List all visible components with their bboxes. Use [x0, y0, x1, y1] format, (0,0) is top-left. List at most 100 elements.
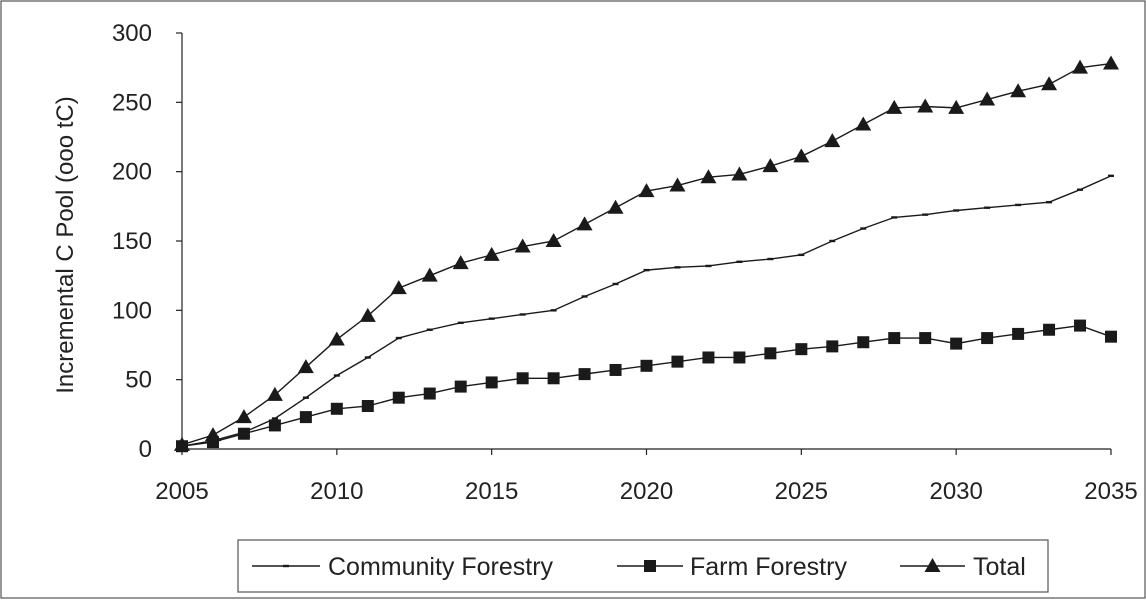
- legend-marker-community-forestry: [283, 564, 289, 568]
- y-tick-label: 200: [112, 159, 152, 186]
- farm-forestry-point: [671, 355, 684, 368]
- total-point: [545, 233, 562, 247]
- farm-forestry-point: [237, 427, 250, 440]
- total-point: [1041, 76, 1058, 91]
- community-forestry-point: [643, 268, 650, 272]
- community-forestry-point: [426, 328, 433, 331]
- farm-forestry-point: [609, 363, 622, 376]
- farm-forestry-point: [454, 380, 467, 393]
- total-point: [793, 148, 810, 163]
- farm-forestry-point: [516, 372, 529, 385]
- y-tick-label: 300: [112, 20, 152, 47]
- total-point: [731, 166, 748, 181]
- total-point: [1072, 59, 1089, 74]
- farm-forestry-point: [733, 351, 746, 364]
- total-point: [576, 216, 593, 231]
- community-forestry-point: [612, 282, 619, 286]
- community-forestry-point: [829, 239, 836, 243]
- farm-forestry-point: [423, 387, 436, 400]
- farm-forestry-point: [857, 336, 870, 349]
- legend-label-total: Total: [973, 553, 1026, 581]
- total-point: [886, 99, 903, 114]
- community-forestry-point: [736, 260, 743, 263]
- community-forestry-point: [767, 257, 774, 261]
- total-point: [359, 307, 376, 322]
- total-point: [1103, 55, 1119, 70]
- community-forestry-point: [395, 336, 402, 340]
- y-tick-label: 150: [112, 228, 152, 255]
- farm-forestry-point: [330, 402, 343, 415]
- community-forestry-point: [705, 264, 712, 268]
- legend-marker-total: [924, 558, 941, 572]
- farm-forestry-point: [578, 368, 591, 381]
- total-point: [638, 183, 655, 198]
- farm-forestry-point: [392, 391, 405, 404]
- community-forestry-point: [271, 417, 278, 420]
- farm-forestry-point: [888, 332, 901, 345]
- farm-forestry-point: [1012, 327, 1025, 340]
- total-point: [979, 91, 996, 106]
- total-point: [483, 246, 500, 261]
- farm-forestry-point: [981, 332, 994, 345]
- x-tick-label: 2020: [620, 478, 673, 505]
- farm-forestry-point: [640, 359, 653, 372]
- total-point: [390, 280, 407, 295]
- total-point: [607, 199, 624, 214]
- total-point: [669, 177, 686, 192]
- farm-forestry-point: [1105, 330, 1117, 343]
- y-axis-title: Incremental C Pool (ooo tC): [52, 96, 79, 393]
- total-point: [235, 409, 252, 424]
- community-forestry-point: [860, 227, 867, 230]
- total-point: [824, 133, 841, 148]
- community-forestry-point: [1015, 203, 1022, 207]
- total-point: [266, 386, 283, 401]
- community-forestry-point: [302, 396, 309, 399]
- total-point: [917, 98, 934, 113]
- farm-forestry-point: [919, 332, 932, 345]
- community-forestry-point: [457, 321, 464, 325]
- community-forestry-point: [581, 295, 588, 298]
- total-point: [855, 116, 872, 131]
- total-point: [328, 331, 345, 346]
- farm-forestry-point: [485, 376, 498, 389]
- legend-label-farm-forestry: Farm Forestry: [690, 553, 847, 581]
- total-point: [700, 169, 717, 184]
- x-tick-label: 2010: [310, 478, 363, 505]
- x-tick-label: 2035: [1084, 478, 1137, 505]
- farm-forestry-point: [299, 411, 312, 424]
- total-point: [421, 267, 438, 282]
- total-point: [762, 158, 779, 173]
- community-forestry-point: [488, 317, 495, 320]
- farm-forestry-point: [795, 343, 808, 356]
- x-tick-label: 2015: [465, 478, 518, 505]
- community-forestry-point: [364, 356, 371, 359]
- farm-forestry-point: [547, 372, 560, 385]
- total-point: [174, 436, 190, 451]
- community-forestry-point: [953, 209, 960, 212]
- total-point: [297, 359, 314, 374]
- x-tick-label: 2025: [775, 478, 828, 505]
- community-forestry-point: [891, 216, 898, 219]
- farm-forestry-point: [702, 351, 715, 364]
- farm-forestry-point: [764, 347, 777, 360]
- community-forestry-point: [1108, 174, 1114, 178]
- farm-forestry-point: [1074, 319, 1087, 332]
- farm-forestry-point: [361, 400, 374, 413]
- total-point: [452, 255, 469, 270]
- y-tick-label: 100: [112, 297, 152, 324]
- total-point: [204, 427, 221, 442]
- y-tick-label: 250: [112, 89, 152, 116]
- farm-forestry-point: [950, 337, 963, 350]
- community-forestry-point: [550, 309, 557, 312]
- community-forestry-point: [519, 313, 526, 316]
- community-forestry-point: [333, 374, 340, 377]
- community-forestry-point: [674, 266, 681, 269]
- legend-label-community-forestry: Community Forestry: [328, 553, 554, 581]
- x-tick-label: 2005: [155, 478, 208, 505]
- total-point: [948, 99, 965, 114]
- y-tick-label: 50: [125, 367, 152, 394]
- legend-marker-farm-forestry: [644, 560, 656, 572]
